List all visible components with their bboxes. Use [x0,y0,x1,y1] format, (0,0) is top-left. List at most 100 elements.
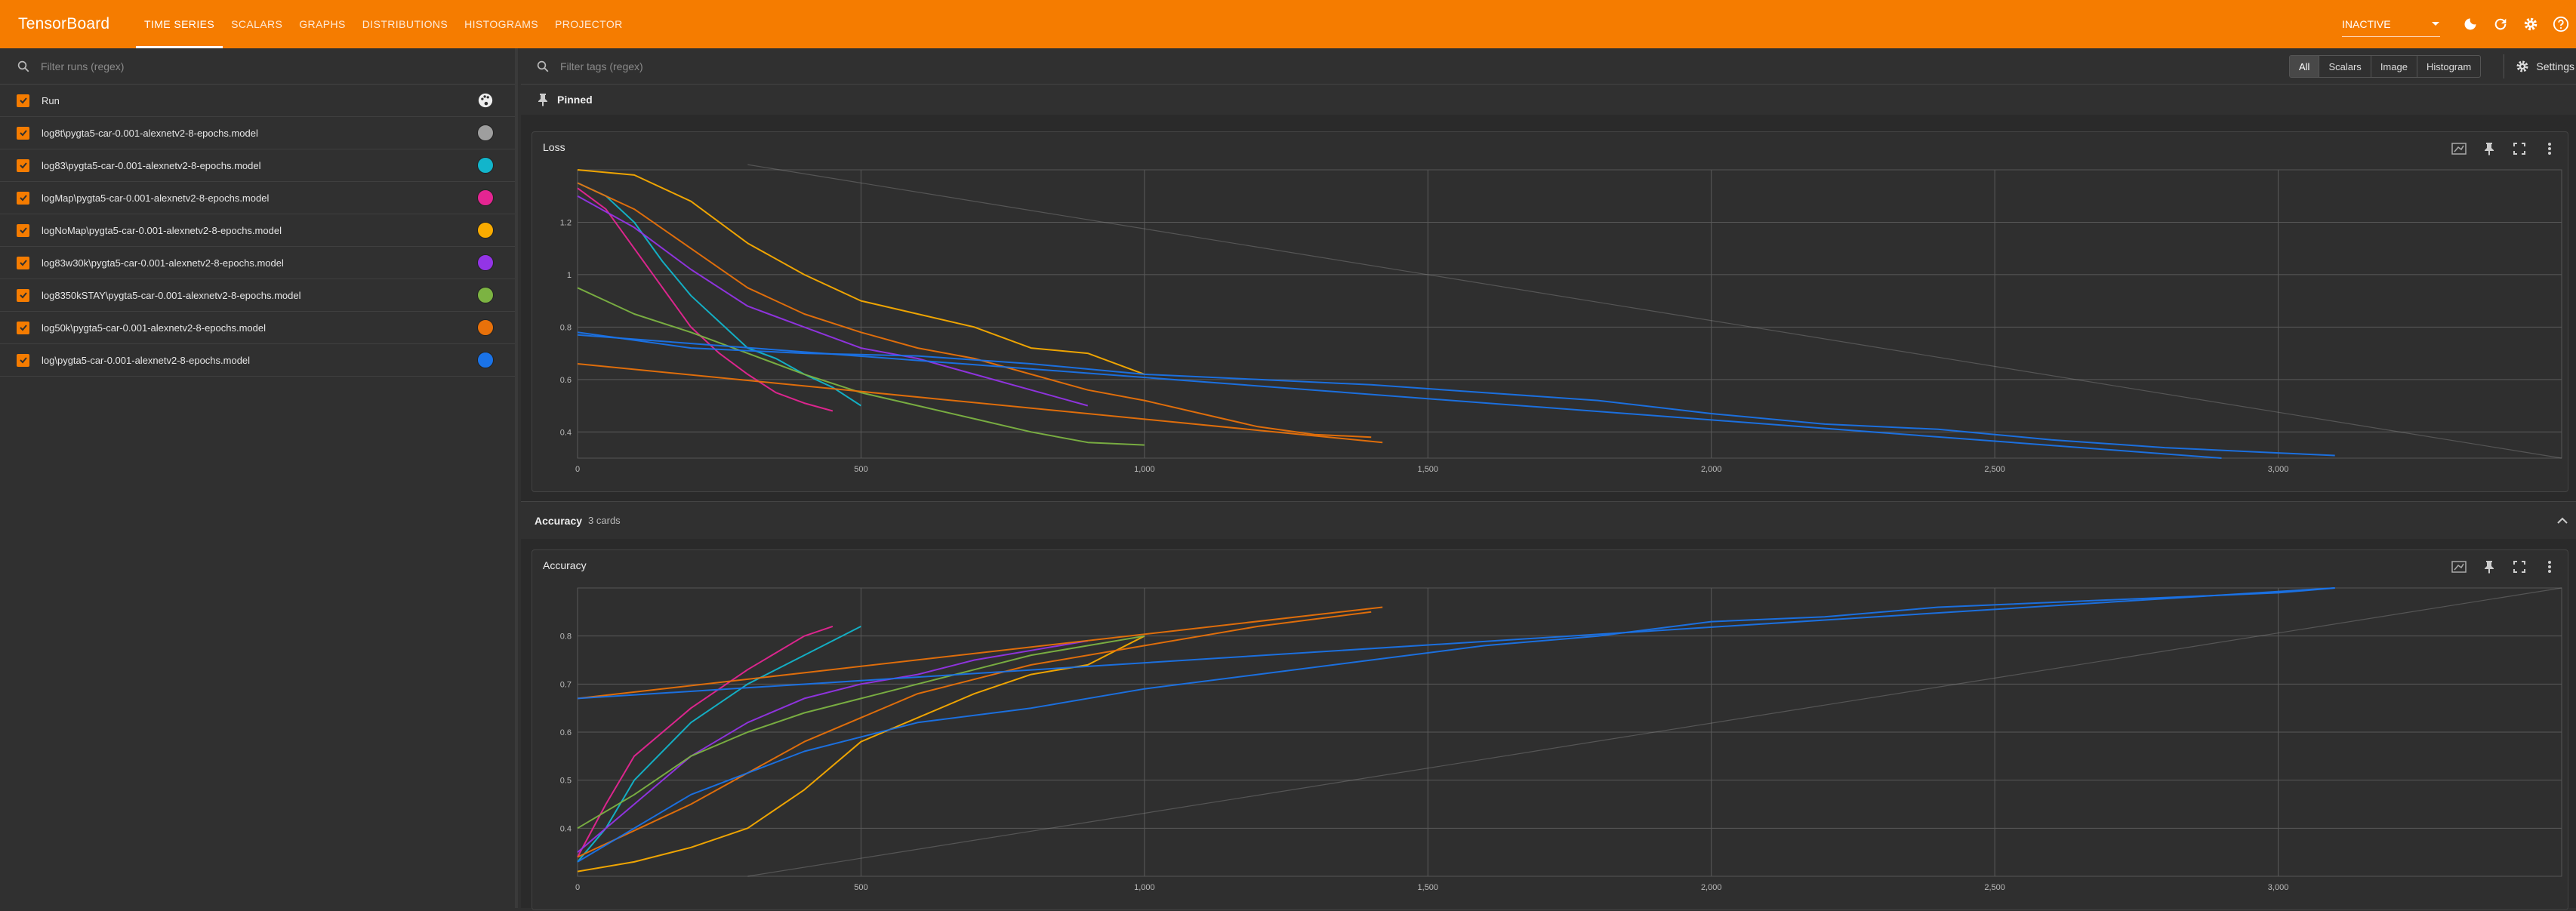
series-line [577,635,1145,873]
palette-icon[interactable] [477,92,494,109]
run-filter-input[interactable]: Filter runs (regex) [0,48,515,85]
run-color-swatch[interactable] [477,352,494,368]
run-checkbox[interactable] [17,321,29,334]
pin-icon [538,94,547,106]
inactive-plugins-select[interactable]: INACTIVE [2342,11,2440,37]
tab-projector[interactable]: PROJECTOR [555,18,623,30]
run-checkbox[interactable] [17,256,29,269]
settings-label: Settings [2536,60,2574,72]
card-title: Loss [543,141,565,153]
run-row[interactable]: logNoMap\pygta5-car-0.001-alexnetv2-8-ep… [0,214,515,247]
plot-frame [577,169,2562,459]
run-color-swatch[interactable] [477,125,494,141]
x-tick-label: 1,000 [1134,883,1155,892]
run-checkbox[interactable] [17,126,29,140]
tab-distributions[interactable]: DISTRIBUTIONS [362,18,448,30]
plugin-tabs: TIME SERIES SCALARS GRAPHS DISTRIBUTIONS… [136,0,631,48]
settings-button[interactable]: Settings [2504,54,2574,78]
x-tick-label: 3,000 [2268,465,2289,474]
run-row[interactable]: log\pygta5-car-0.001-alexnetv2-8-epochs.… [0,344,515,377]
run-checkbox[interactable] [17,191,29,205]
run-row[interactable]: log50k\pygta5-car-0.001-alexnetv2-8-epoc… [0,312,515,344]
select-all-checkbox[interactable] [17,94,29,107]
run-label: log83w30k\pygta5-car-0.001-alexnetv2-8-e… [42,257,284,269]
x-tick-label: 1,000 [1134,465,1155,474]
accuracy-group-header[interactable]: Accuracy 3 cards [521,501,2576,539]
toggle-histogram[interactable]: Histogram [2426,60,2472,72]
x-tick-label: 3,000 [2268,883,2289,892]
run-color-swatch[interactable] [477,287,494,303]
toggle-scalars[interactable]: Scalars [2319,56,2371,77]
run-label: log83\pygta5-car-0.001-alexnetv2-8-epoch… [42,159,261,171]
fullscreen-icon[interactable] [2507,556,2531,577]
more-options-icon[interactable] [2537,138,2562,159]
fit-domain-icon[interactable] [2447,556,2471,577]
run-checkbox[interactable] [17,159,29,172]
tab-scalars[interactable]: SCALARS [231,18,283,30]
series-line [577,625,834,857]
run-checkbox[interactable] [17,353,29,367]
chevron-up-icon[interactable] [2553,512,2571,530]
toggle-all[interactable]: All [2290,56,2320,77]
fullscreen-icon[interactable] [2507,138,2531,159]
top-app-bar: TensorBoard TIME SERIES SCALARS GRAPHS D… [0,0,2576,48]
runs-sidebar: Filter runs (regex) Run log8t\pygta5-car… [0,48,518,908]
brand-title: TensorBoard [18,15,110,32]
run-color-swatch[interactable] [477,254,494,271]
run-checkbox[interactable] [17,223,29,237]
x-tick-label: 2,500 [1984,883,2005,892]
y-tick-label: 0.7 [560,680,572,689]
run-list: log8t\pygta5-car-0.001-alexnetv2-8-epoch… [0,117,515,377]
pin-card-icon[interactable] [2477,138,2501,159]
run-label: log\pygta5-car-0.001-alexnetv2-8-epochs.… [42,354,251,366]
run-label: logNoMap\pygta5-car-0.001-alexnetv2-8-ep… [42,224,282,236]
tab-time-series[interactable]: TIME SERIES [136,0,223,48]
tag-filter-bar: Filter tags (regex) All Scalars Image Hi… [521,48,2576,85]
x-tick-label: 2,000 [1701,465,1722,474]
run-label: log8350kSTAY\pygta5-car-0.001-alexnetv2-… [42,289,301,301]
y-tick-label: 0.6 [560,376,572,385]
run-color-swatch[interactable] [477,157,494,174]
run-color-swatch[interactable] [477,319,494,336]
series-line [577,287,1145,446]
more-options-icon[interactable] [2537,556,2562,577]
run-color-swatch[interactable] [477,222,494,239]
run-row[interactable]: log83\pygta5-car-0.001-alexnetv2-8-epoch… [0,149,515,182]
refresh-icon[interactable] [2485,9,2516,39]
run-color-swatch[interactable] [477,189,494,206]
run-row[interactable]: log8350kSTAY\pygta5-car-0.001-alexnetv2-… [0,279,515,312]
x-tick-label: 500 [854,465,867,474]
runs-header-label: Run [42,94,60,106]
help-icon[interactable] [2546,9,2576,39]
dark-mode-icon[interactable] [2455,9,2485,39]
run-checkbox[interactable] [17,288,29,302]
pin-card-icon[interactable] [2477,556,2501,577]
accuracy-chart[interactable]: 0.4 0.5 0.6 0.7 0.8 0 500 1,000 1,500 2,000 2,500 3… [532,550,2569,911]
fit-domain-icon[interactable] [2447,138,2471,159]
run-label: log8t\pygta5-car-0.001-alexnetv2-8-epoch… [42,127,258,139]
y-tick-label: 1.2 [560,218,572,227]
series-line [747,587,2562,877]
group-label: Accuracy [535,514,583,527]
tag-filter-input[interactable]: Filter tags (regex) [560,60,643,72]
gear-icon [2516,60,2528,72]
search-icon [17,60,29,72]
run-row[interactable]: logMap\pygta5-car-0.001-alexnetv2-8-epoc… [0,182,515,214]
series-line [577,187,834,412]
series-line [577,182,861,407]
run-filter-placeholder: Filter runs (regex) [41,60,125,72]
tab-histograms[interactable]: HISTOGRAMS [464,18,538,30]
series-line [577,182,1372,439]
loss-chart-card: Loss 0.4 0.6 0.8 1 1.2 0 500 1,000 1,500 2,000 2,5… [532,131,2568,492]
settings-icon[interactable] [2516,9,2546,39]
loss-chart[interactable]: 0.4 0.6 0.8 1 1.2 0 500 1,000 1,500 2,000 2,500 3,0… [532,132,2569,493]
run-row[interactable]: log8t\pygta5-car-0.001-alexnetv2-8-epoch… [0,117,515,149]
tab-graphs[interactable]: GRAPHS [299,18,346,30]
series-line [577,635,1145,829]
x-tick-label: 1,500 [1418,883,1439,892]
toggle-image[interactable]: Image [2371,56,2417,77]
series-line [577,587,2335,863]
run-row[interactable]: log83w30k\pygta5-car-0.001-alexnetv2-8-e… [0,247,515,279]
y-tick-label: 0.5 [560,777,572,786]
series-line [577,195,1089,407]
